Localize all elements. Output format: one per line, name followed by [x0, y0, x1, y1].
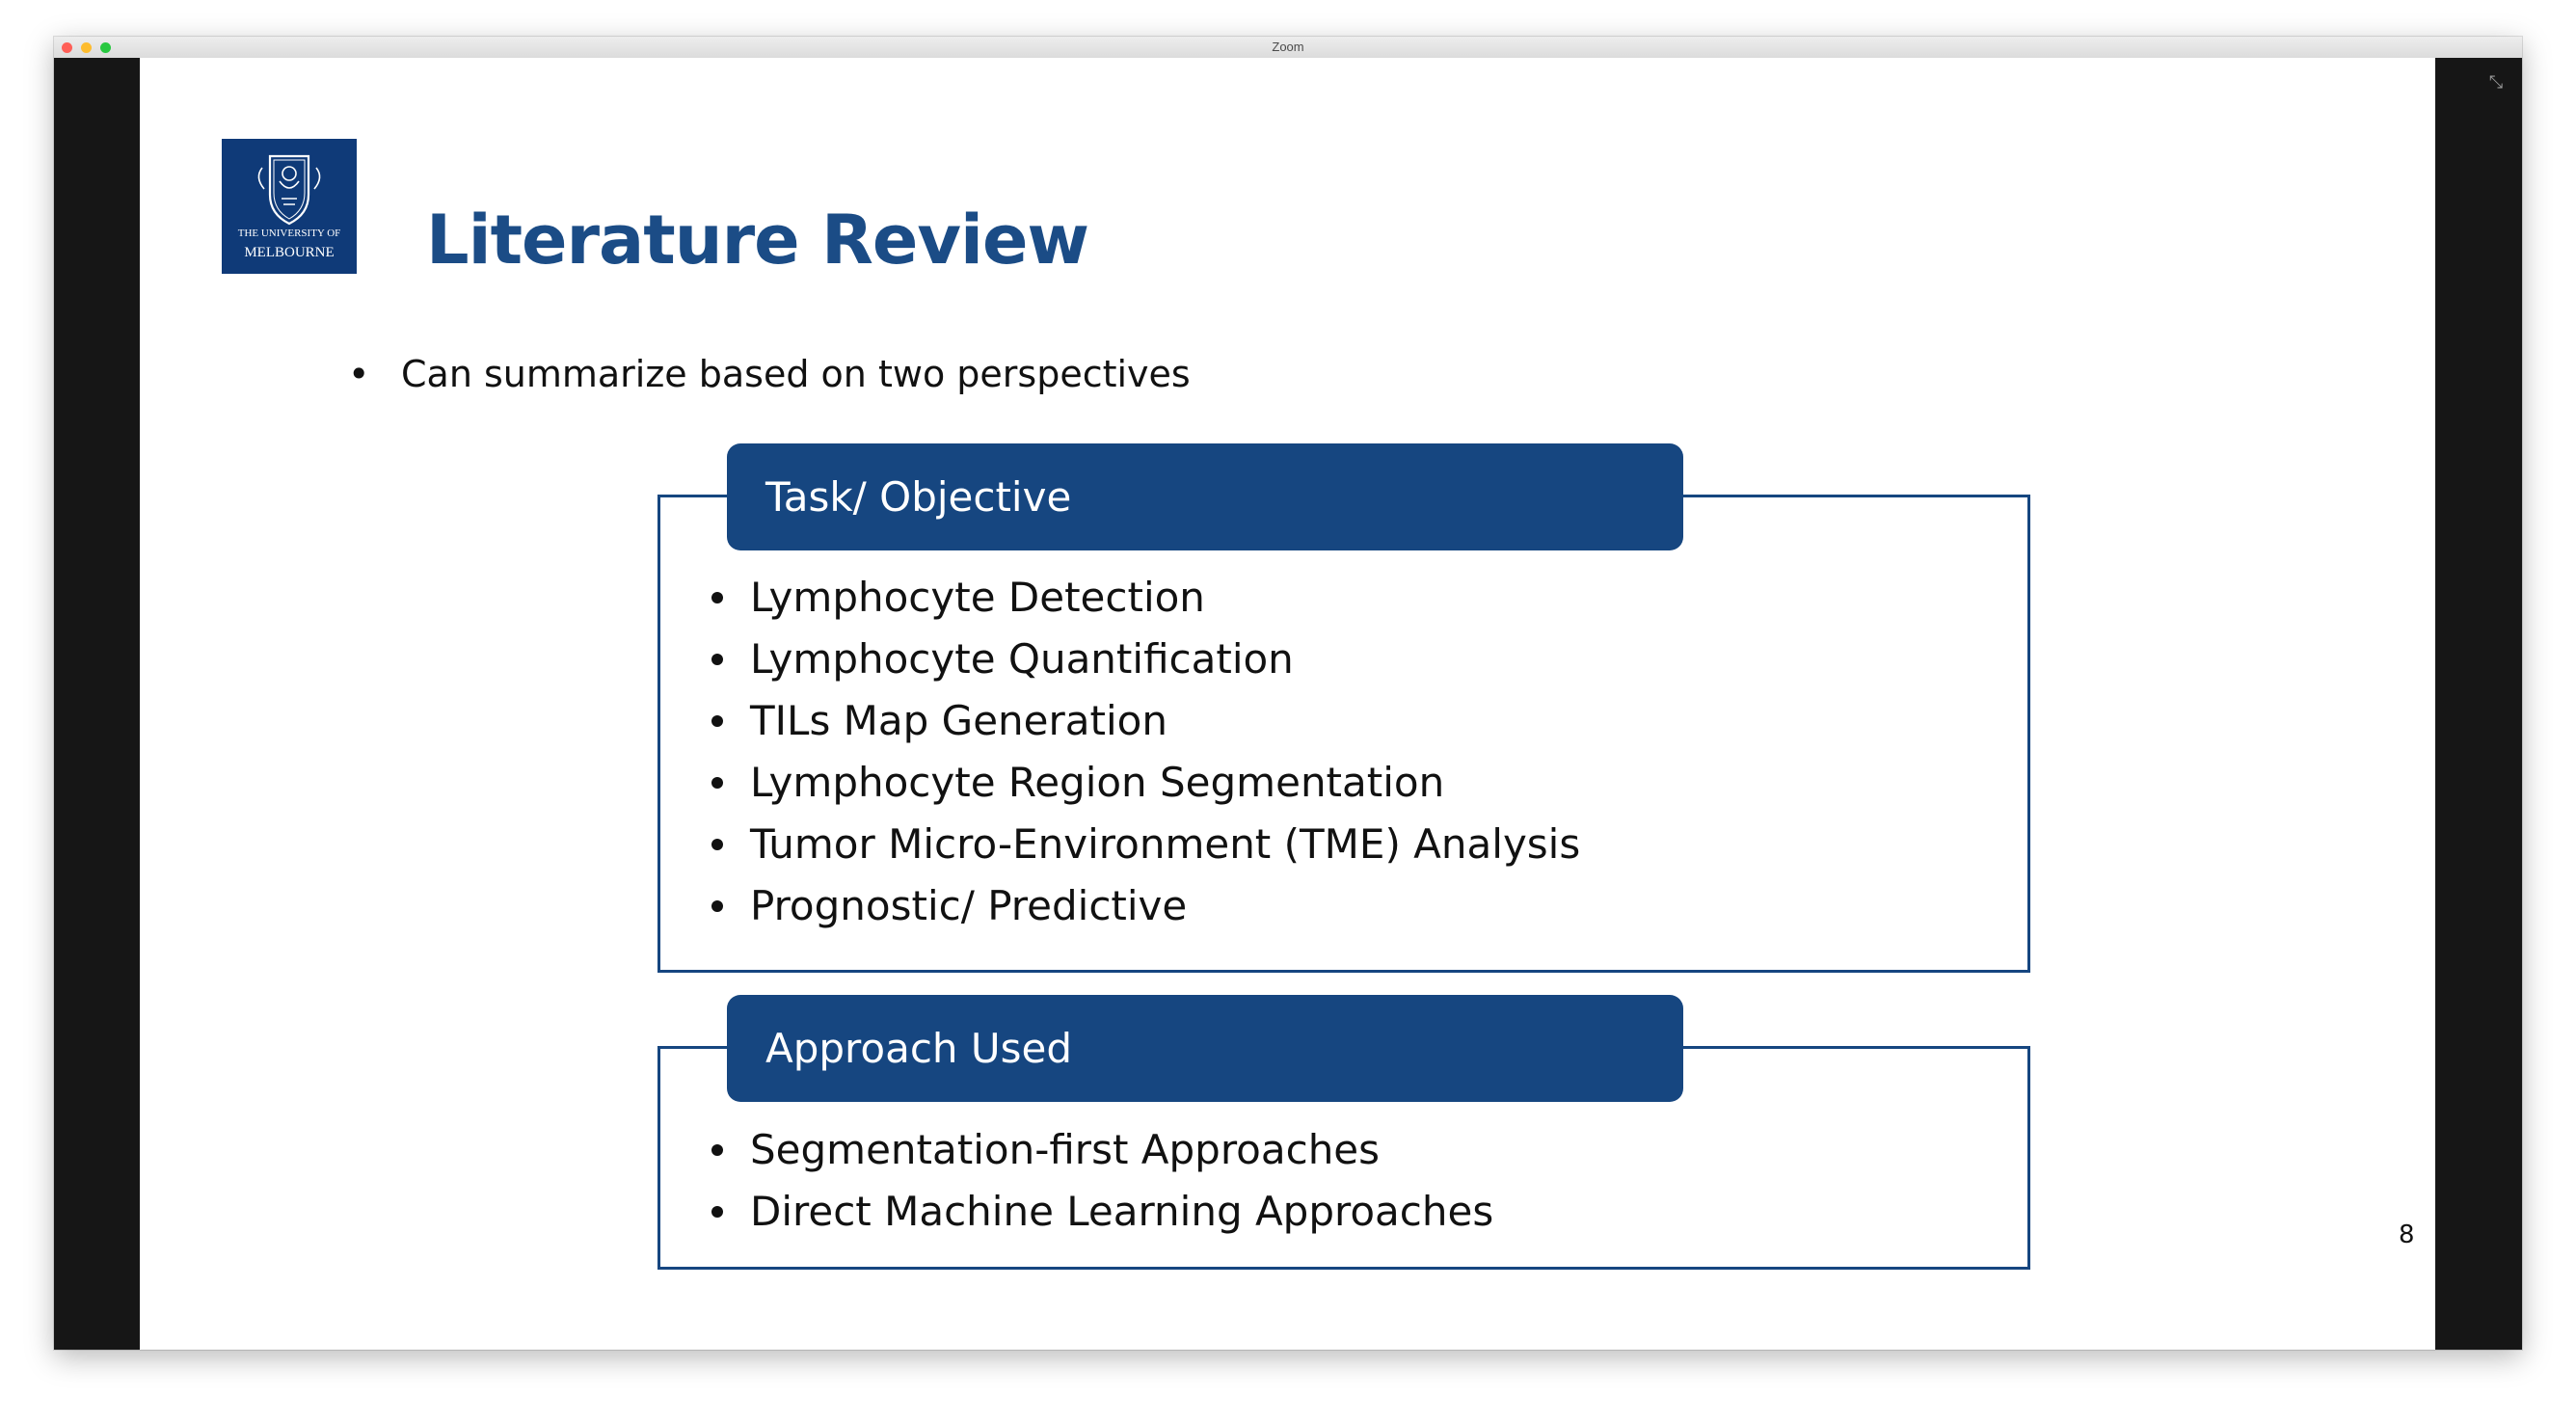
list-item: Prognostic/ Predictive [711, 875, 1580, 937]
slide-title: Literature Review [426, 201, 1089, 280]
list-item: TILs Map Generation [711, 690, 1580, 752]
window-titlebar: Zoom [54, 37, 2522, 59]
university-logo: THE UNIVERSITY OF MELBOURNE [222, 139, 357, 274]
approach-used-list: Segmentation-first Approaches Direct Mac… [711, 1119, 1493, 1243]
list-item: Lymphocyte Quantification [711, 629, 1580, 690]
university-crest-icon [257, 154, 321, 226]
list-item: Lymphocyte Region Segmentation [711, 752, 1580, 814]
approach-used-header: Approach Used [727, 995, 1683, 1102]
window-title: Zoom [1272, 40, 1304, 54]
screen-share-stage: ⤡ THE UNIVERSITY OF MELBOURNE Literature… [54, 58, 2522, 1350]
logo-line-2: MELBOURNE [244, 245, 335, 260]
presentation-slide: THE UNIVERSITY OF MELBOURNE Literature R… [140, 58, 2435, 1350]
bullet-icon: • [348, 353, 370, 395]
minimize-window-button[interactable] [81, 42, 92, 53]
zoom-window: Zoom ⤡ THE UNIVERSITY OF MELBOURNE Liter… [54, 37, 2522, 1350]
list-item: Direct Machine Learning Approaches [711, 1181, 1493, 1243]
list-item: Tumor Micro-Environment (TME) Analysis [711, 814, 1580, 875]
exit-fullscreen-icon[interactable]: ⤡ [2488, 72, 2504, 92]
task-objective-header: Task/ Objective [727, 443, 1683, 550]
task-objective-list: Lymphocyte Detection Lymphocyte Quantifi… [711, 567, 1580, 937]
list-item: Segmentation-first Approaches [711, 1119, 1493, 1181]
list-item: Lymphocyte Detection [711, 567, 1580, 629]
maximize-window-button[interactable] [100, 42, 111, 53]
intro-text: Can summarize based on two perspectives [401, 353, 1191, 395]
close-window-button[interactable] [62, 42, 72, 53]
page-number: 8 [2399, 1220, 2415, 1249]
logo-line-1: THE UNIVERSITY OF [237, 228, 341, 239]
